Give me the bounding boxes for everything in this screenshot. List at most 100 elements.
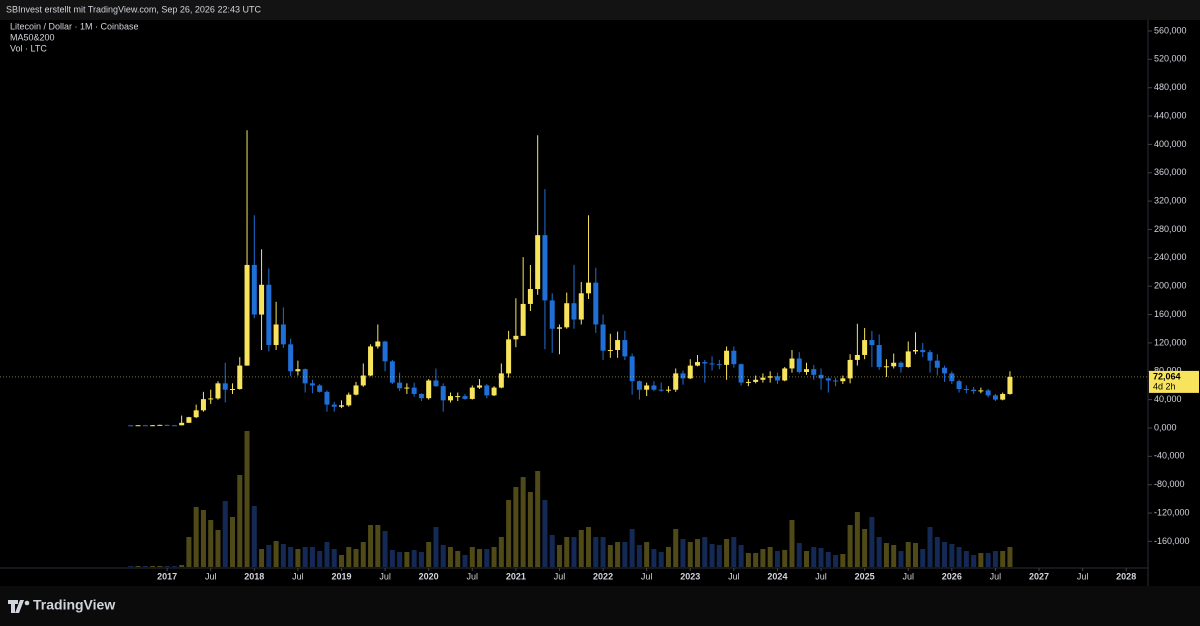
volume-bar xyxy=(949,544,955,567)
volume-bar xyxy=(462,555,468,567)
candle-body xyxy=(259,284,265,315)
x-tick-label: 2022 xyxy=(593,571,613,581)
candle-body xyxy=(695,362,701,366)
candle-body xyxy=(716,364,722,366)
candle-body xyxy=(876,345,882,368)
volume-bar xyxy=(963,551,969,567)
volume-bar xyxy=(629,529,635,567)
candle-body xyxy=(549,300,555,329)
y-tick-label: -120,000 xyxy=(1154,507,1190,517)
candle-body xyxy=(164,424,170,426)
volume-bar xyxy=(782,550,788,567)
candle-body xyxy=(636,381,642,390)
volume-bar xyxy=(411,550,417,567)
volume-bar xyxy=(440,545,446,567)
candle-body xyxy=(280,324,286,345)
candle-body xyxy=(985,390,991,396)
volume-bar xyxy=(469,547,475,567)
volume-bar xyxy=(302,547,308,567)
x-tick-label: Jul xyxy=(467,571,479,581)
volume-bar xyxy=(338,555,344,567)
y-tick-label: 160,000 xyxy=(1154,309,1187,319)
volume-bar xyxy=(222,501,228,567)
candle-body xyxy=(309,383,315,386)
candle-body xyxy=(963,388,969,390)
volume-bar xyxy=(615,542,621,567)
brand-logo xyxy=(8,600,30,613)
candle-body xyxy=(956,381,962,389)
candle-body xyxy=(353,385,359,395)
volume-bar xyxy=(280,544,286,567)
volume-bar xyxy=(135,566,141,567)
volume-bar xyxy=(491,547,497,567)
candle-body xyxy=(157,424,163,426)
candle-body xyxy=(542,235,548,301)
candle-body xyxy=(469,387,475,399)
y-tick-label: -80,000 xyxy=(1154,479,1185,489)
volume-bar xyxy=(978,553,984,567)
y-tick-label: 560,000 xyxy=(1154,25,1187,35)
volume-bar xyxy=(578,530,584,567)
candle-body xyxy=(338,405,344,407)
volume-bar xyxy=(665,547,671,567)
volume-bar xyxy=(1000,551,1006,567)
candle-body xyxy=(622,340,628,357)
candle-body xyxy=(222,383,228,390)
volume-bar xyxy=(883,543,889,567)
volume-bar xyxy=(854,512,860,567)
volume-bar xyxy=(506,500,512,567)
volume-bar xyxy=(927,527,933,567)
candle-body xyxy=(186,417,192,423)
candle-body xyxy=(193,410,199,418)
x-tick-label: 2020 xyxy=(419,571,439,581)
volume-bar xyxy=(128,566,134,567)
footer xyxy=(0,586,1200,626)
x-tick-label: Jul xyxy=(990,571,1002,581)
volume-bar xyxy=(186,537,192,567)
candle-body xyxy=(1000,393,1006,400)
y-tick-label: 400,000 xyxy=(1154,139,1187,149)
candle-body xyxy=(731,350,737,365)
volume-bar xyxy=(150,566,156,567)
volume-bar xyxy=(368,525,374,567)
candle-body xyxy=(230,388,236,390)
volume-bar xyxy=(295,549,301,567)
candle-body xyxy=(447,396,453,401)
volume-bar xyxy=(382,531,388,567)
candle-body xyxy=(251,264,257,315)
x-tick-label: Jul xyxy=(205,571,217,581)
candle-body xyxy=(578,293,584,320)
candle-body xyxy=(615,340,621,351)
y-tick-label: 520,000 xyxy=(1154,54,1187,64)
candle-body xyxy=(898,362,904,368)
x-tick-label: 2019 xyxy=(331,571,351,581)
candle-body xyxy=(709,363,715,365)
candle-body xyxy=(847,359,853,379)
volume-bar xyxy=(375,525,381,567)
candle-body xyxy=(825,378,831,381)
candle-body xyxy=(651,385,657,390)
candle-body xyxy=(360,375,366,386)
volume-bar xyxy=(535,471,541,567)
last-price-box xyxy=(1149,370,1199,393)
x-tick-label: 2025 xyxy=(855,571,875,581)
candle-body xyxy=(135,425,141,427)
volume-bar xyxy=(418,552,424,567)
volume-bar xyxy=(324,542,330,567)
volume-bar xyxy=(709,544,715,567)
candle-body xyxy=(644,385,650,390)
volume-bar xyxy=(767,547,773,567)
volume-bar xyxy=(658,552,664,567)
candle-body xyxy=(927,352,933,361)
volume-label: Vol · LTC xyxy=(10,43,47,53)
volume-bar xyxy=(200,510,206,567)
y-tick-label: 440,000 xyxy=(1154,110,1187,120)
candle-body xyxy=(760,377,766,380)
x-tick-label: Jul xyxy=(1077,571,1089,581)
candle-body xyxy=(535,235,541,290)
volume-bar xyxy=(985,553,991,567)
volume-bar xyxy=(600,537,606,567)
candle-body xyxy=(992,395,998,400)
